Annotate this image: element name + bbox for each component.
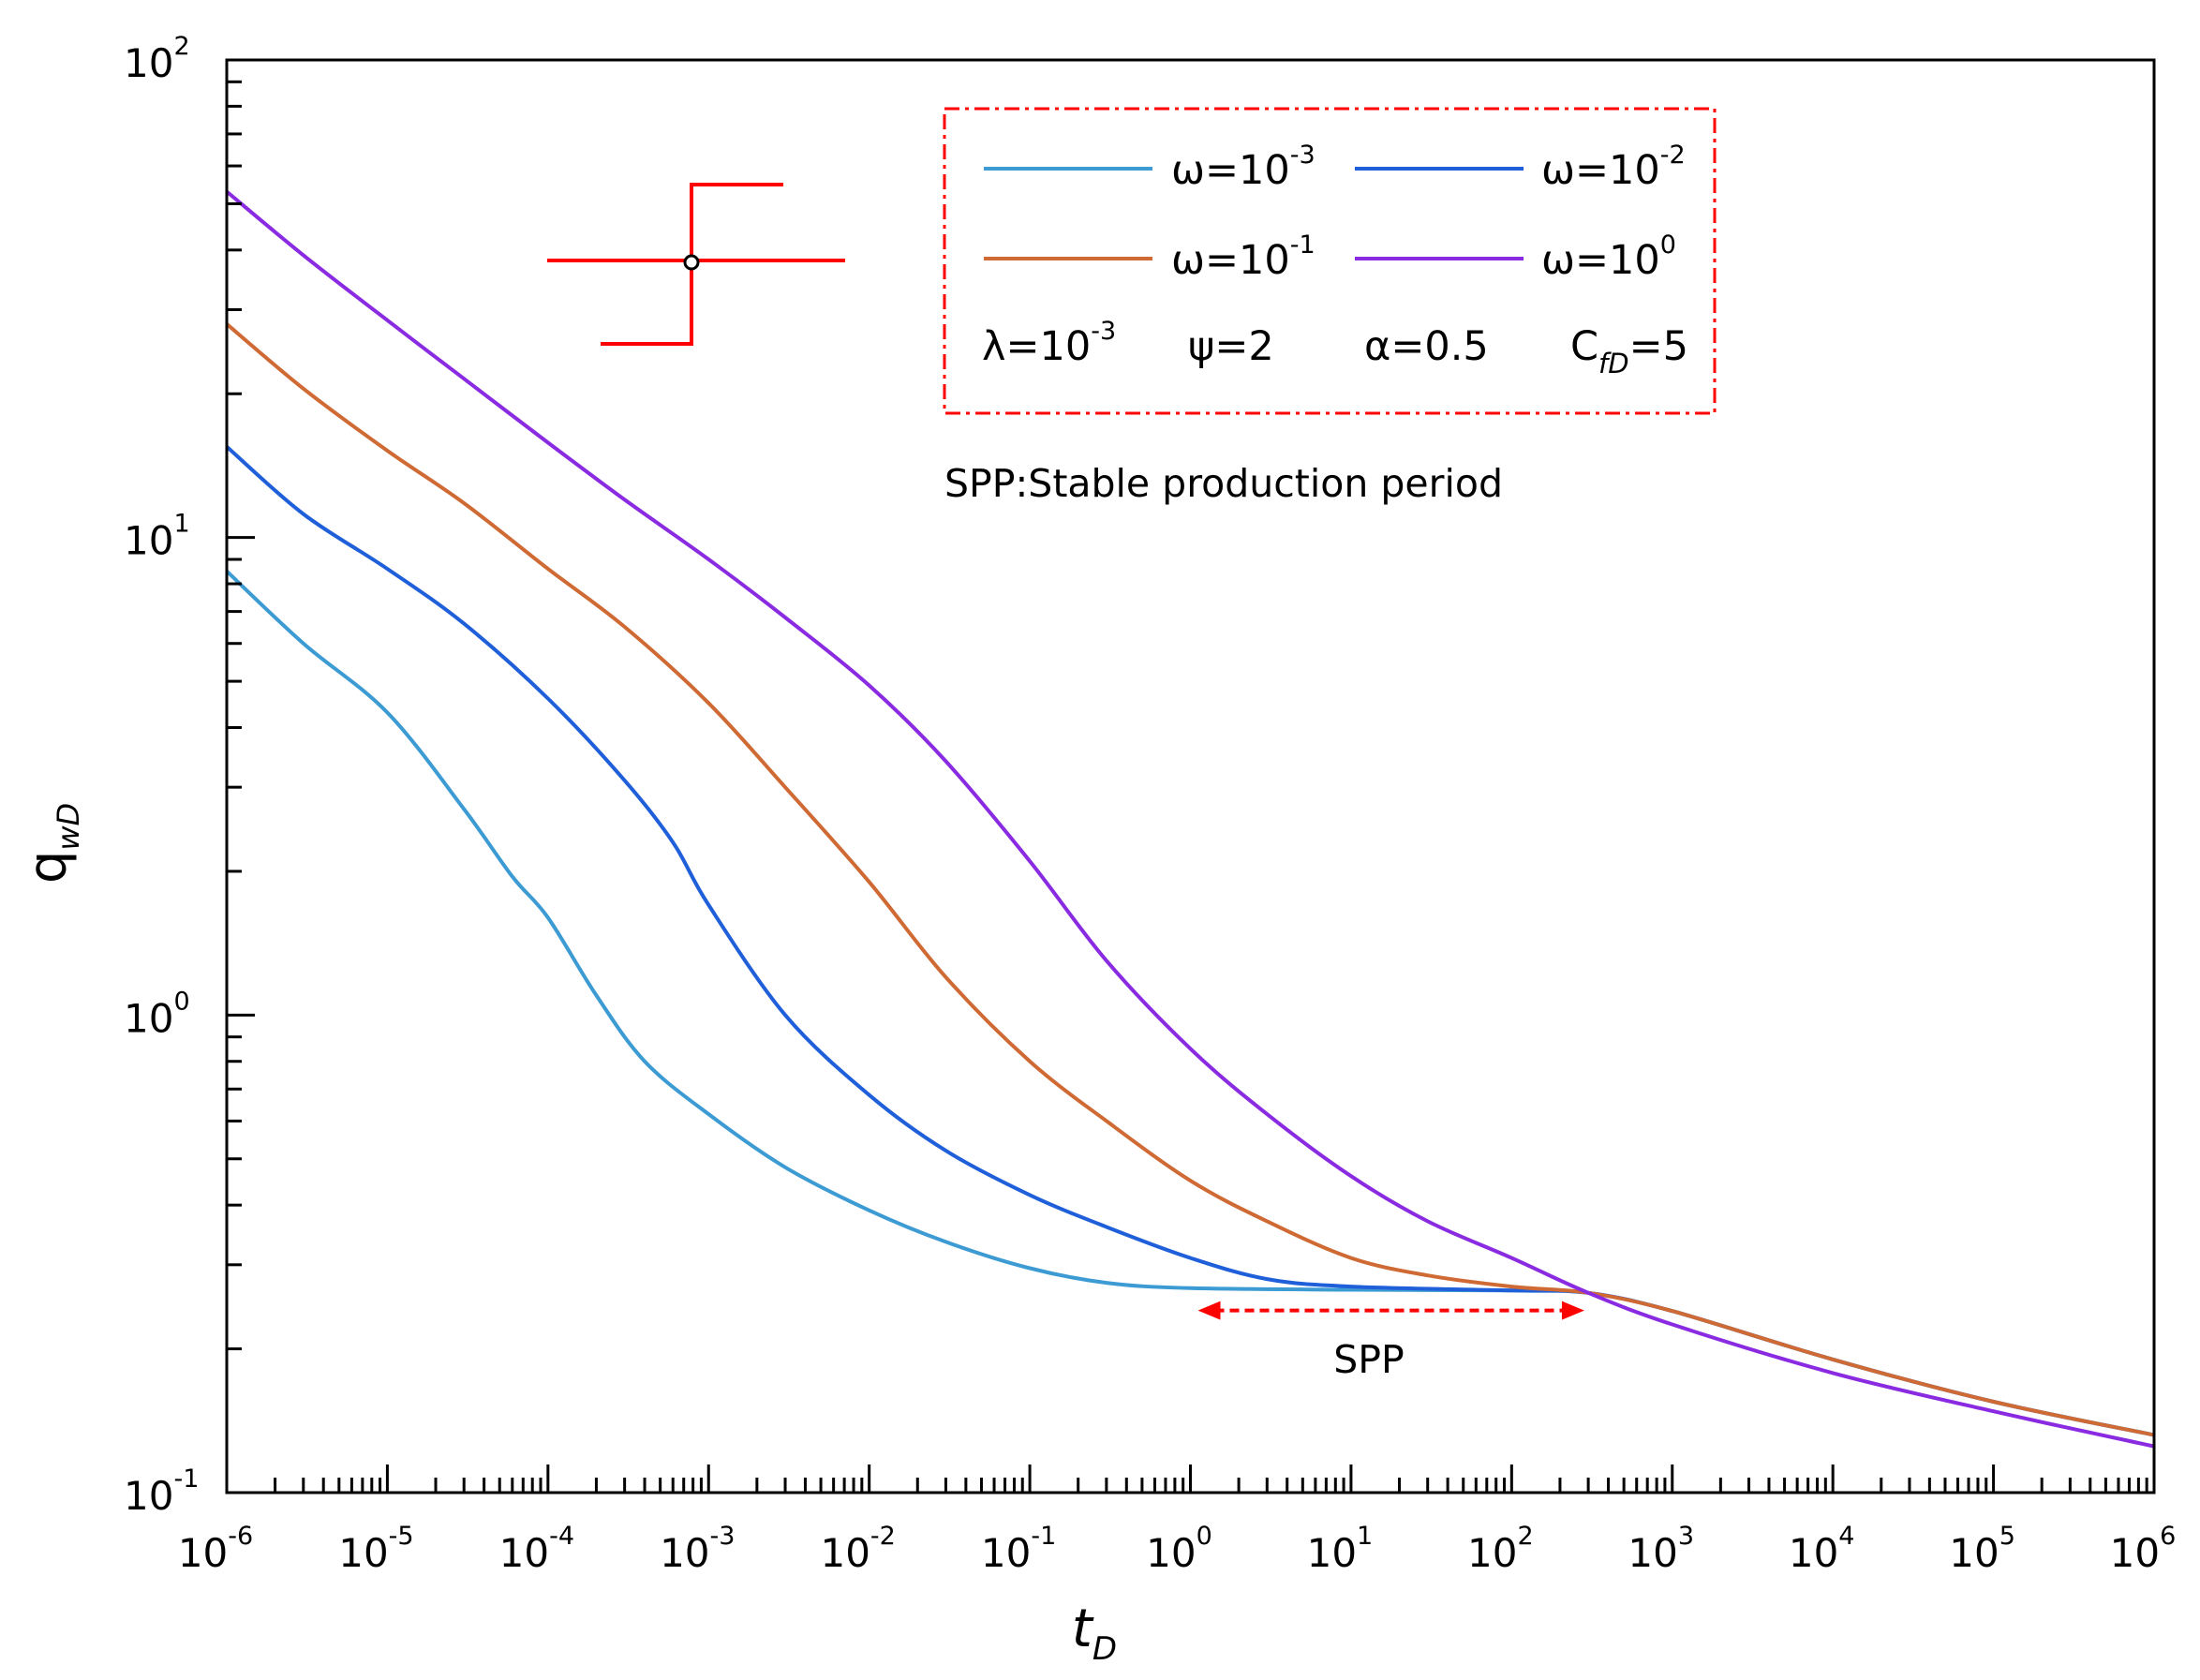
x-tick-label: 10-5 (338, 1522, 413, 1576)
series-line-0 (225, 570, 2155, 1437)
spp-note: SPP:Stable production period (944, 461, 1503, 506)
psi-param: ψ=2 (1188, 323, 1274, 370)
spp-arrow (1197, 1301, 1584, 1320)
x-tick-label: 10-3 (660, 1522, 735, 1576)
y-tick-label: 101 (124, 510, 190, 564)
x-tick-label: 102 (1467, 1522, 1534, 1576)
x-tick-label: 10-6 (178, 1522, 253, 1576)
x-tick-label: 10-4 (499, 1522, 574, 1576)
spp-arrow-label: SPP (1333, 1337, 1404, 1382)
spp-arrow-head-left (1197, 1301, 1221, 1320)
tick-layer (227, 80, 2148, 1493)
x-tick-label: 105 (1949, 1522, 2015, 1576)
legend-label-3: ω=100 (1541, 230, 1676, 284)
y-tick-labels: 10-1 100 101 102 (124, 32, 199, 1519)
x-tick-label: 100 (1146, 1522, 1212, 1576)
alpha-param: α=0.5 (1364, 323, 1489, 370)
x-tick-label: 10-2 (820, 1522, 895, 1576)
legend-parameters: λ=10-3 ψ=2 α=0.5 CfD=5 (982, 317, 1688, 379)
cfd-param: CfD=5 (1570, 323, 1688, 379)
legend-label-0: ω=10-3 (1171, 141, 1316, 194)
y-tick-label: 102 (124, 32, 190, 86)
x-axis-title: tD (1072, 1598, 1117, 1668)
y-axis-title: qwD (18, 803, 86, 884)
series-line-3 (225, 189, 2155, 1449)
legend-label-1: ω=10-2 (1541, 141, 1686, 194)
fracture-well-schematic-icon (547, 183, 845, 346)
legend: ω=10-3 ω=10-2 ω=10-1 ω=100 (943, 107, 1717, 415)
y-tick-label: 10-1 (124, 1464, 199, 1519)
x-tick-label: 10-1 (981, 1522, 1056, 1576)
lambda-param: λ=10-3 (982, 317, 1116, 370)
x-tick-label: 104 (1789, 1522, 1855, 1576)
spp-arrow-head-right (1561, 1301, 1584, 1320)
curves-layer (225, 189, 2155, 1449)
legend-label-2: ω=10-1 (1171, 230, 1316, 284)
legend-frame (943, 107, 1717, 415)
x-tick-labels: 10-6 10-5 10-4 10-3 10-2 10-1 100 101 102 103 104 1… (178, 1522, 2177, 1576)
x-tick-label: 106 (2110, 1522, 2177, 1576)
y-tick-label: 100 (124, 987, 190, 1041)
x-tick-label: 101 (1307, 1522, 1374, 1576)
series-line-2 (225, 322, 2155, 1437)
x-tick-label: 103 (1628, 1522, 1694, 1576)
